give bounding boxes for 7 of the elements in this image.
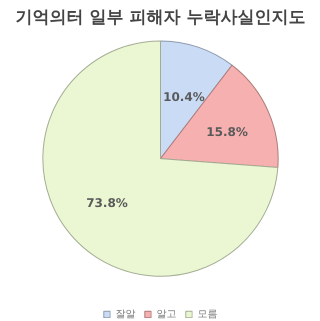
legend-label: 모름 xyxy=(198,308,218,321)
data-label: 10.4% xyxy=(163,90,205,104)
legend-label: 알고 xyxy=(156,308,176,321)
data-label: 73.8% xyxy=(86,196,128,210)
data-label: 15.8% xyxy=(206,124,248,139)
legend-label: 잘알 xyxy=(116,308,136,321)
chart-title: 기억의터 일부 피해자 누락사실인지도 xyxy=(16,8,306,28)
